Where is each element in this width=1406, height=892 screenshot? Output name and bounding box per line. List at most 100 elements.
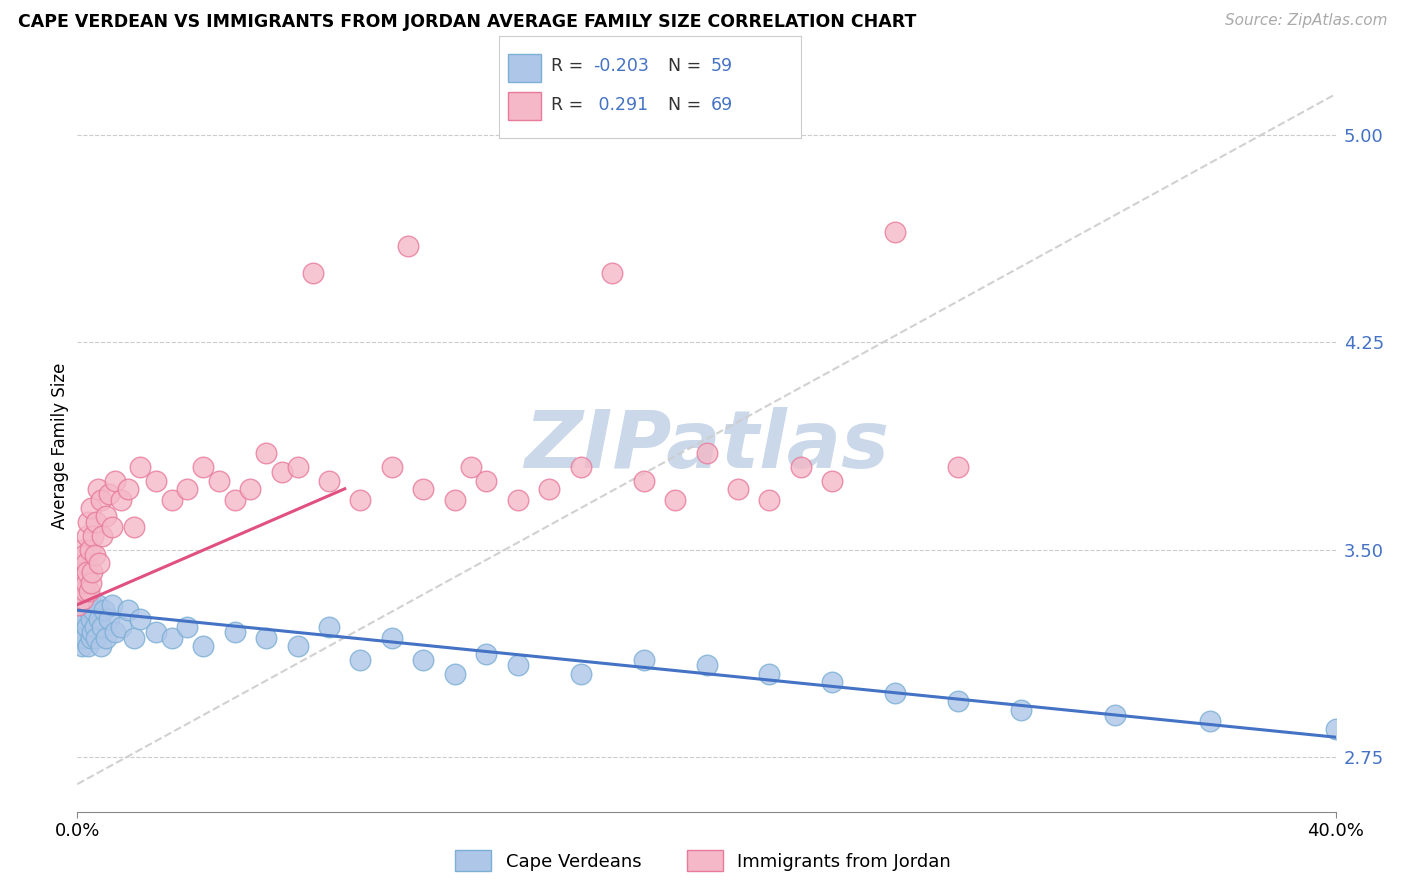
Point — [104, 625, 127, 640]
Point — [122, 520, 145, 534]
Point — [75, 611, 97, 625]
Point — [790, 459, 813, 474]
Point — [412, 482, 434, 496]
Point — [79, 603, 101, 617]
Point — [696, 658, 718, 673]
Point — [79, 583, 101, 598]
Text: R =: R = — [551, 96, 588, 114]
Text: ZIPatlas: ZIPatlas — [524, 407, 889, 485]
Point — [538, 482, 561, 496]
Point — [73, 583, 96, 598]
Point — [69, 557, 91, 571]
Point — [80, 501, 103, 516]
Point — [79, 542, 101, 557]
Point — [145, 625, 167, 640]
Point — [287, 639, 309, 653]
Point — [633, 474, 655, 488]
Point — [117, 482, 139, 496]
Point — [97, 487, 120, 501]
Point — [73, 565, 96, 579]
Text: CAPE VERDEAN VS IMMIGRANTS FROM JORDAN AVERAGE FAMILY SIZE CORRELATION CHART: CAPE VERDEAN VS IMMIGRANTS FROM JORDAN A… — [18, 13, 917, 31]
Point — [70, 570, 93, 584]
Point — [89, 557, 111, 571]
Point — [1010, 703, 1032, 717]
Point — [1324, 722, 1347, 736]
Point — [69, 631, 91, 645]
Point — [82, 565, 104, 579]
Text: N =: N = — [668, 57, 707, 76]
Point — [884, 686, 907, 700]
Point — [73, 592, 96, 607]
Point — [160, 492, 183, 507]
Point — [129, 611, 152, 625]
Point — [66, 598, 89, 612]
Point — [160, 631, 183, 645]
Point — [72, 542, 94, 557]
Point — [287, 459, 309, 474]
Point — [75, 575, 97, 590]
Point — [254, 446, 277, 460]
Point — [70, 611, 93, 625]
Point — [76, 598, 98, 612]
Point — [76, 565, 98, 579]
Text: 69: 69 — [710, 96, 733, 114]
Point — [176, 482, 198, 496]
Point — [97, 611, 120, 625]
FancyBboxPatch shape — [508, 92, 541, 120]
Point — [224, 625, 246, 640]
Point — [87, 482, 110, 496]
Point — [727, 482, 749, 496]
Point — [302, 267, 325, 281]
Point — [224, 492, 246, 507]
Point — [70, 575, 93, 590]
Point — [94, 631, 117, 645]
Point — [79, 631, 101, 645]
Point — [349, 653, 371, 667]
Point — [129, 459, 152, 474]
Point — [77, 515, 100, 529]
Point — [94, 509, 117, 524]
Point — [176, 620, 198, 634]
Point — [208, 474, 231, 488]
Point — [254, 631, 277, 645]
Point — [101, 520, 124, 534]
Point — [83, 548, 105, 562]
Point — [75, 631, 97, 645]
Point — [101, 598, 124, 612]
FancyBboxPatch shape — [508, 54, 541, 82]
Point — [91, 620, 114, 634]
Point — [600, 267, 623, 281]
Point — [72, 625, 94, 640]
Point — [758, 666, 780, 681]
Text: 0.291: 0.291 — [593, 96, 648, 114]
Point — [239, 482, 262, 496]
Point — [84, 515, 107, 529]
Point — [91, 529, 114, 543]
Point — [696, 446, 718, 460]
Point — [93, 603, 115, 617]
Point — [77, 639, 100, 653]
Point — [821, 675, 844, 690]
Point — [82, 603, 104, 617]
Point — [70, 639, 93, 653]
Point — [89, 611, 111, 625]
Point — [83, 620, 105, 634]
Point — [349, 492, 371, 507]
Point — [396, 239, 419, 253]
Point — [75, 557, 97, 571]
Point — [72, 603, 94, 617]
Text: N =: N = — [668, 96, 707, 114]
Text: Source: ZipAtlas.com: Source: ZipAtlas.com — [1225, 13, 1388, 29]
Point — [67, 565, 90, 579]
Point — [69, 583, 91, 598]
Point — [475, 474, 498, 488]
Point — [90, 639, 112, 653]
Point — [110, 620, 132, 634]
Point — [1198, 714, 1220, 728]
Point — [948, 459, 970, 474]
Point — [80, 611, 103, 625]
Point — [145, 474, 167, 488]
Text: R =: R = — [551, 57, 588, 76]
Point — [117, 603, 139, 617]
Point — [76, 529, 98, 543]
